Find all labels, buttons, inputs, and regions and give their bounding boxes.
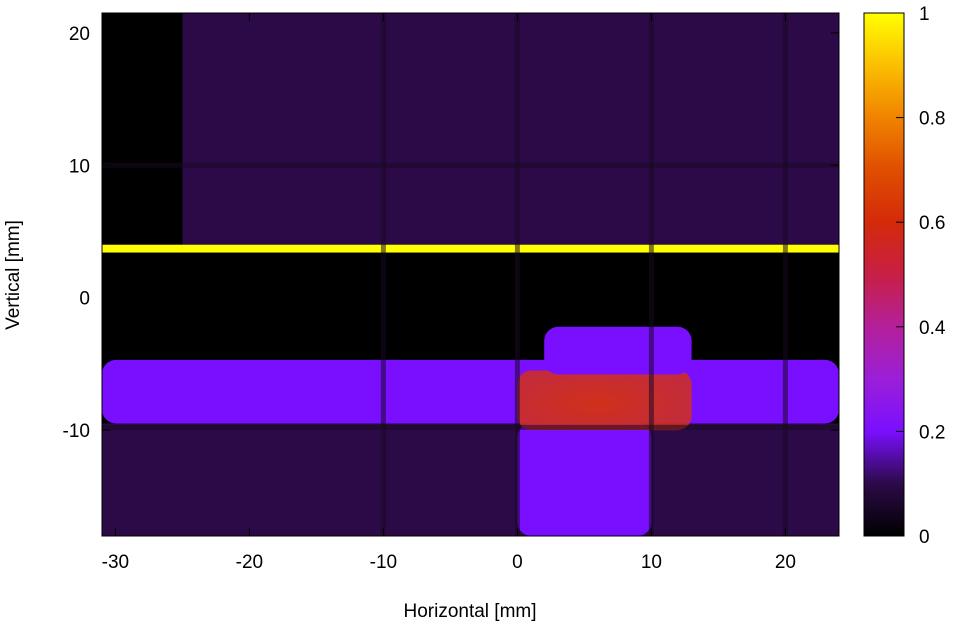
y-tick-label: 0 <box>79 289 90 310</box>
colorbar-tick-label: 0.4 <box>919 318 946 339</box>
colorbar-gradient <box>863 12 905 537</box>
plot-frame <box>101 12 840 537</box>
x-tick-label: -20 <box>236 552 263 573</box>
heatmap-region-1 <box>102 13 183 245</box>
x-tick-label: -30 <box>102 552 129 573</box>
y-tick-label: 20 <box>69 24 90 45</box>
heatmap-region-4 <box>102 359 839 424</box>
image-gridlines <box>102 13 839 536</box>
x-tick-label: 0 <box>512 552 523 573</box>
heatmap-region-6 <box>517 423 652 536</box>
x-axis-ticks: -30 -20 -10 0 10 20 <box>102 13 796 573</box>
y-axis-label: Vertical [mm] <box>3 220 24 330</box>
x-axis-label: Horizontal [mm] <box>403 601 536 622</box>
colorbar-tick-label: 0 <box>919 527 930 548</box>
colorbar-tick-label: 0.8 <box>919 109 945 130</box>
colorbar-tick-label: 0.6 <box>919 213 945 234</box>
heatmap-region-0 <box>102 13 839 245</box>
colorbar-ticks: 0 0.2 0.4 0.6 0.8 1 <box>896 4 946 548</box>
x-tick-label: 10 <box>641 552 662 573</box>
colorbar-tick-label: 0.2 <box>919 422 945 443</box>
y-tick-label: -10 <box>63 421 90 442</box>
colorbar: 0 0.2 0.4 0.6 0.8 1 <box>863 4 946 548</box>
y-tick-label: 10 <box>69 156 90 177</box>
heatmap-region-2 <box>102 244 839 253</box>
y-axis-ticks: -10 0 10 20 <box>63 24 839 442</box>
heatmap-region-5 <box>102 423 839 536</box>
heatmap-regions <box>102 13 839 536</box>
colorbar-tick-label: 1 <box>919 4 930 25</box>
x-tick-label: -10 <box>370 552 397 573</box>
plot-area <box>102 13 839 536</box>
x-tick-label: 20 <box>775 552 796 573</box>
heatmap-region-7 <box>517 370 692 431</box>
heatmap-region-3 <box>102 252 839 358</box>
heatmap-region-8 <box>544 326 692 375</box>
